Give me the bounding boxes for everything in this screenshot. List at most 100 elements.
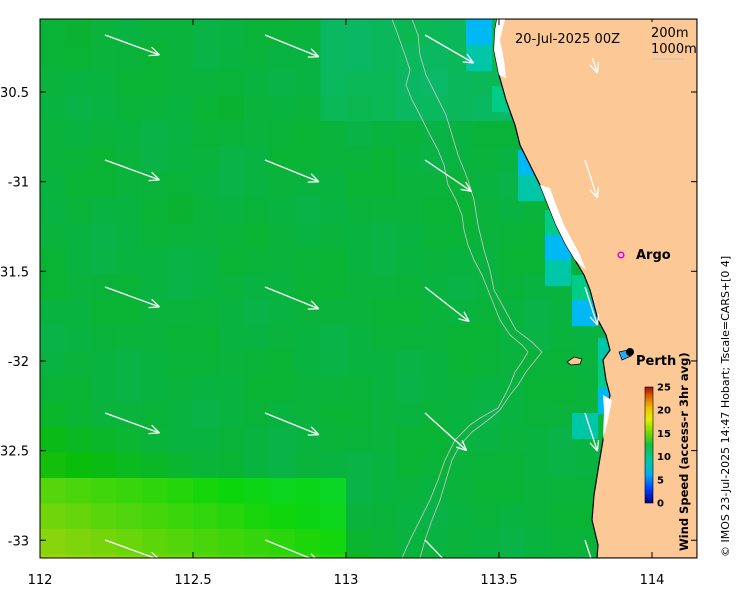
wind-cell xyxy=(422,44,449,71)
wind-cell xyxy=(397,478,424,505)
wind-cell xyxy=(193,376,220,403)
wind-cell xyxy=(218,223,245,250)
wind-cell xyxy=(167,146,194,173)
wind-cell xyxy=(40,274,67,301)
wind-cell xyxy=(142,376,169,403)
wind-cell xyxy=(422,452,449,479)
wind-cell xyxy=(167,70,194,97)
wind-cell xyxy=(269,70,296,97)
coastal-gap xyxy=(494,19,506,78)
wind-cell xyxy=(397,350,424,377)
wind-cell xyxy=(91,146,118,173)
wind-cell xyxy=(371,146,398,173)
wind-cell xyxy=(167,325,194,352)
wind-cell xyxy=(320,146,347,173)
wind-cell xyxy=(397,554,424,558)
wind-cell xyxy=(397,452,424,479)
wind-cell xyxy=(371,197,398,224)
wind-cell xyxy=(371,248,398,275)
wind-cell xyxy=(116,325,143,352)
wind-cell xyxy=(295,325,322,352)
wind-cell xyxy=(244,197,271,224)
wind-arrow xyxy=(264,412,320,436)
wind-cell xyxy=(65,146,92,173)
wind-cell xyxy=(269,172,296,199)
wind-cell xyxy=(269,350,296,377)
wind-arrow xyxy=(424,159,472,192)
wind-cell xyxy=(244,529,271,556)
wind-cell xyxy=(193,478,220,505)
wind-cell xyxy=(422,350,449,377)
wind-cell xyxy=(550,503,577,530)
wind-cell xyxy=(40,478,67,505)
wind-cell xyxy=(422,223,449,250)
wind-cell xyxy=(167,248,194,275)
wind-arrow xyxy=(104,286,160,309)
wind-cell xyxy=(142,248,169,275)
wind-cell xyxy=(320,172,347,199)
wind-cell xyxy=(346,325,373,352)
wind-cell xyxy=(40,172,67,199)
wind-cell xyxy=(142,95,169,122)
wind-cell xyxy=(91,350,118,377)
wind-cell xyxy=(167,95,194,122)
wind-cell xyxy=(397,223,424,250)
wind-cell xyxy=(346,478,373,505)
wind-cell xyxy=(448,95,475,122)
wind-cell xyxy=(193,172,220,199)
wind-cell xyxy=(218,478,245,505)
wind-cell xyxy=(473,223,500,250)
wind-cell xyxy=(65,350,92,377)
wind-cell xyxy=(295,248,322,275)
wind-cell xyxy=(218,325,245,352)
wind-cell xyxy=(167,172,194,199)
wind-cell xyxy=(295,427,322,454)
wind-cell xyxy=(320,70,347,97)
wind-cell xyxy=(397,274,424,301)
wind-cell xyxy=(295,503,322,530)
wind-cell xyxy=(448,478,475,505)
wind-cell xyxy=(550,554,577,558)
wind-cell xyxy=(193,452,220,479)
wind-cell xyxy=(575,554,602,558)
contour-200m xyxy=(411,19,543,558)
wind-cell xyxy=(269,299,296,326)
wind-cell xyxy=(499,299,526,326)
wind-cell xyxy=(448,121,475,148)
wind-cell xyxy=(193,19,220,46)
wind-cell xyxy=(524,554,551,558)
wind-cell xyxy=(422,478,449,505)
wind-cell xyxy=(448,350,475,377)
wind-cell xyxy=(269,274,296,301)
wind-cell xyxy=(116,554,143,558)
wind-arrow xyxy=(264,286,320,310)
wind-cell-coastal xyxy=(572,413,599,440)
wind-cell xyxy=(397,70,424,97)
wind-cell xyxy=(371,223,398,250)
wind-arrow xyxy=(584,286,600,326)
wind-cell xyxy=(575,376,602,403)
wind-cell xyxy=(244,299,271,326)
wind-cell xyxy=(473,427,500,454)
wind-cell xyxy=(397,299,424,326)
wind-cell xyxy=(295,95,322,122)
wind-cell xyxy=(397,121,424,148)
wind-cell xyxy=(295,350,322,377)
wind-cell xyxy=(346,70,373,97)
wind-cell xyxy=(116,452,143,479)
wind-cell xyxy=(244,478,271,505)
wind-cell xyxy=(346,274,373,301)
wind-cell xyxy=(524,529,551,556)
y-tick-label: -32.5 xyxy=(0,445,29,460)
wind-cell xyxy=(244,95,271,122)
wind-cell xyxy=(422,70,449,97)
wind-cell xyxy=(269,146,296,173)
wind-cell xyxy=(448,554,475,558)
argo-marker xyxy=(617,251,625,259)
wind-cell xyxy=(244,248,271,275)
wind-arrow xyxy=(424,412,468,452)
wind-cell xyxy=(320,376,347,403)
wind-cell xyxy=(269,248,296,275)
wind-cell xyxy=(473,503,500,530)
wind-cell xyxy=(116,70,143,97)
